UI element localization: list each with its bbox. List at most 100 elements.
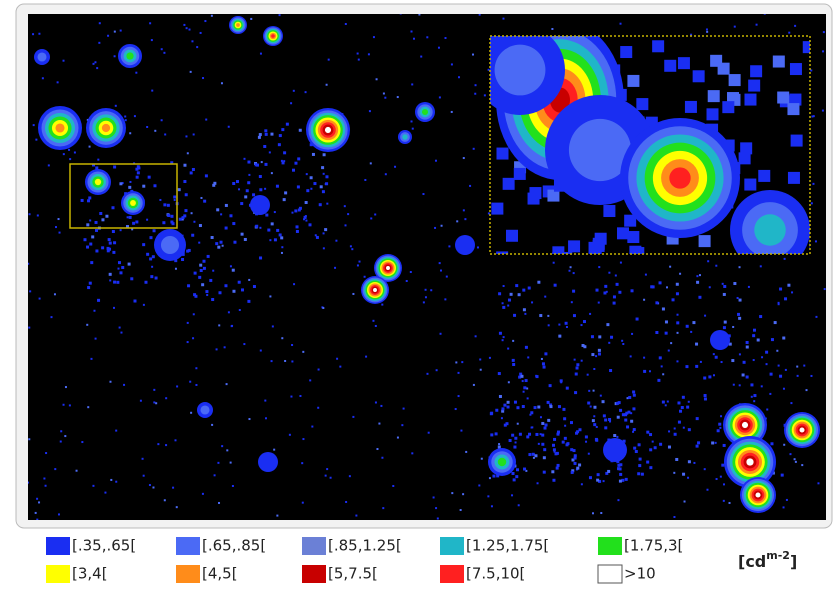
noise-pixel bbox=[281, 337, 284, 340]
noise-pixel bbox=[631, 332, 634, 335]
noise-pixel bbox=[298, 128, 302, 132]
noise-pixel bbox=[192, 133, 195, 136]
noise-pixel bbox=[369, 162, 372, 165]
noise-pixel bbox=[68, 148, 71, 151]
noise-pixel bbox=[513, 445, 517, 449]
noise-pixel bbox=[298, 206, 302, 210]
noise-pixel bbox=[309, 379, 312, 382]
noise-pixel bbox=[608, 341, 611, 344]
noise-pixel bbox=[598, 479, 602, 483]
noise-pixel bbox=[422, 193, 425, 196]
noise-pixel bbox=[549, 403, 553, 407]
noise-pixel bbox=[534, 454, 538, 458]
noise-pixel bbox=[676, 331, 679, 334]
noise-pixel bbox=[541, 442, 545, 446]
noise-pixel bbox=[637, 443, 641, 447]
noise-pixel bbox=[578, 428, 582, 432]
noise-pixel bbox=[803, 364, 806, 367]
noise-pixel bbox=[592, 512, 595, 515]
noise-pixel bbox=[517, 504, 520, 507]
legend-swatch bbox=[46, 537, 70, 555]
noise-pixel bbox=[135, 175, 139, 179]
noise-pixel bbox=[119, 271, 123, 275]
noise-pixel bbox=[437, 46, 440, 49]
noise-pixel bbox=[810, 202, 813, 205]
noise-pixel bbox=[502, 177, 515, 190]
noise-pixel bbox=[606, 323, 610, 327]
legend-label: [.65,.85[ bbox=[202, 537, 266, 555]
noise-pixel bbox=[240, 232, 244, 236]
noise-pixel bbox=[501, 409, 505, 413]
noise-pixel bbox=[588, 389, 591, 392]
noise-pixel bbox=[291, 344, 294, 347]
noise-pixel bbox=[706, 108, 719, 121]
noise-pixel bbox=[53, 293, 56, 296]
noise-pixel bbox=[295, 229, 299, 233]
noise-pixel bbox=[174, 439, 177, 442]
noise-pixel bbox=[621, 339, 624, 342]
noise-pixel bbox=[594, 437, 598, 441]
noise-pixel bbox=[522, 390, 525, 393]
noise-pixel bbox=[568, 240, 581, 253]
noise-pixel bbox=[297, 157, 301, 161]
noise-pixel bbox=[479, 358, 482, 361]
noise-pixel bbox=[505, 422, 509, 426]
noise-pixel bbox=[113, 280, 117, 284]
noise-pixel bbox=[132, 221, 136, 225]
noise-pixel bbox=[418, 14, 421, 16]
blob bbox=[799, 427, 805, 433]
noise-pixel bbox=[221, 244, 224, 247]
noise-pixel bbox=[187, 284, 191, 288]
noise-pixel bbox=[561, 440, 565, 444]
noise-pixel bbox=[364, 178, 367, 181]
noise-pixel bbox=[526, 397, 529, 400]
noise-pixel bbox=[45, 452, 48, 455]
noise-pixel bbox=[552, 252, 565, 254]
noise-pixel bbox=[89, 219, 92, 222]
noise-pixel bbox=[202, 259, 206, 263]
noise-pixel bbox=[174, 259, 178, 263]
noise-pixel bbox=[381, 456, 384, 459]
noise-pixel bbox=[325, 83, 328, 86]
noise-pixel bbox=[255, 224, 259, 228]
legend-swatch bbox=[302, 565, 326, 583]
noise-pixel bbox=[217, 461, 220, 464]
noise-pixel bbox=[497, 445, 501, 449]
noise-pixel bbox=[308, 223, 312, 227]
noise-pixel bbox=[278, 14, 281, 17]
noise-pixel bbox=[245, 189, 249, 193]
noise-pixel bbox=[436, 517, 439, 520]
noise-pixel bbox=[183, 163, 187, 167]
noise-pixel bbox=[658, 281, 662, 285]
noise-pixel bbox=[516, 422, 519, 425]
noise-pixel bbox=[801, 464, 804, 467]
noise-pixel bbox=[576, 363, 580, 367]
noise-pixel bbox=[575, 431, 579, 435]
noise-pixel bbox=[587, 401, 591, 405]
noise-pixel bbox=[722, 101, 735, 114]
noise-pixel bbox=[231, 268, 235, 272]
noise-pixel bbox=[258, 175, 262, 179]
noise-pixel bbox=[247, 181, 251, 185]
noise-pixel bbox=[263, 144, 267, 148]
noise-pixel bbox=[98, 41, 101, 44]
noise-pixel bbox=[720, 361, 723, 364]
noise-pixel bbox=[619, 408, 623, 412]
noise-pixel bbox=[195, 383, 198, 386]
noise-pixel bbox=[617, 401, 621, 405]
noise-pixel bbox=[733, 282, 737, 286]
noise-pixel bbox=[259, 349, 262, 352]
noise-pixel bbox=[612, 301, 616, 305]
noise-pixel bbox=[283, 160, 286, 163]
noise-pixel bbox=[727, 92, 740, 105]
noise-pixel bbox=[352, 292, 355, 295]
noise-pixel bbox=[462, 493, 465, 496]
noise-pixel bbox=[154, 276, 158, 280]
noise-pixel bbox=[551, 470, 555, 474]
noise-pixel bbox=[521, 405, 525, 409]
noise-pixel bbox=[794, 24, 797, 27]
noise-pixel bbox=[676, 313, 679, 316]
noise-pixel bbox=[553, 283, 557, 287]
noise-pixel bbox=[290, 395, 293, 398]
noise-pixel bbox=[617, 499, 620, 502]
